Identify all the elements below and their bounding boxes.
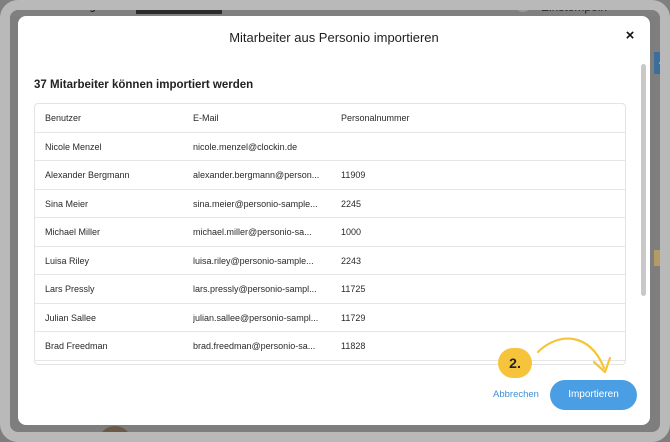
- table-header: Benutzer E-Mail Personalnummer: [35, 104, 625, 133]
- book-now-button[interactable]: Jetzt buchen >: [136, 1, 222, 14]
- arrow-icon: [536, 337, 612, 374]
- column-header-email: E-Mail: [193, 113, 219, 123]
- avatar: [98, 426, 132, 442]
- close-icon[interactable]: ×: [625, 27, 635, 44]
- table-row: Julian Sallee julian.sallee@personio-samp…: [35, 304, 625, 332]
- cell-number: 11729: [341, 312, 366, 323]
- table-row: Michael Miller michael.miller@personio-sa…: [35, 218, 625, 247]
- step-badge: 2.: [498, 348, 532, 378]
- employee-count-heading: 37 Mitarbeiter können importiert werden: [34, 79, 254, 91]
- cell-user: Brad Freedman: [45, 341, 108, 351]
- table-row: Brad Freedman brad.freedman@personio-sa..…: [35, 332, 625, 361]
- side-stripe: [654, 250, 670, 266]
- table-row: Alexander Bergmann alexander.bergmann@per…: [35, 161, 625, 190]
- table-row: Luisa Riley luisa.riley@personio-sample..…: [35, 247, 625, 275]
- cell-number: 1000: [341, 227, 362, 237]
- cell-email: julian.sallee@personio-sampl...: [193, 312, 319, 323]
- cell-email: luisa.riley@personio-sample...: [193, 255, 314, 266]
- cell-email: brad.freedman@personio-sa...: [193, 341, 316, 351]
- trial-banner: noch 13 Tage testen Jetzt buchen > Einst…: [0, 0, 670, 16]
- trial-text: noch 13 Tage testen: [38, 2, 134, 13]
- cell-number: 11828: [341, 341, 366, 351]
- cell-email: nicole.menzel@clockin.de: [193, 141, 298, 152]
- clock-in-icon[interactable]: [514, 0, 532, 12]
- employee-table: Benutzer E-Mail Personalnummer Nicole Me…: [34, 103, 626, 365]
- cell-number: 11725: [341, 284, 366, 294]
- cell-user: Michael Miller: [45, 227, 101, 237]
- cell-user: Julian Sallee: [45, 312, 97, 323]
- cell-number: 2243: [341, 255, 362, 266]
- cell-user: Sina Meier: [45, 198, 89, 209]
- cell-email: alexander.bergmann@person...: [193, 170, 320, 180]
- cell-user: Nicole Menzel: [45, 141, 102, 152]
- cell-email: sina.meier@personio-sample...: [193, 198, 318, 209]
- cell-number: 11909: [341, 170, 366, 180]
- modal-title: Mitarbeiter aus Personio importieren: [229, 30, 439, 45]
- table-row: Lars Pressly lars.pressly@personio-sampl.…: [35, 275, 625, 304]
- table-row: Nicole Menzel nicole.menzel@clockin.de: [35, 133, 625, 161]
- column-header-user: Benutzer: [45, 113, 82, 123]
- clock-in-label[interactable]: Einstempeln: [541, 0, 608, 14]
- column-header-number: Personalnummer: [341, 113, 410, 123]
- cell-user: Alexander Bergmann: [45, 170, 130, 180]
- cell-number: 2245: [341, 198, 362, 209]
- cell-user: Luisa Riley: [45, 255, 90, 266]
- import-button[interactable]: Importieren: [550, 380, 637, 410]
- import-modal: Mitarbeiter aus Personio importieren × 3…: [18, 16, 650, 425]
- cell-email: michael.miller@personio-sa...: [193, 227, 312, 237]
- side-add-button[interactable]: +: [654, 52, 670, 74]
- cell-email: lars.pressly@personio-sampl...: [193, 284, 317, 294]
- cell-user: Lars Pressly: [45, 284, 95, 294]
- scrollbar-thumb[interactable]: [641, 64, 646, 296]
- cancel-button[interactable]: Abbrechen: [493, 389, 539, 400]
- table-row: Sina Meier sina.meier@personio-sample... 2…: [35, 190, 625, 218]
